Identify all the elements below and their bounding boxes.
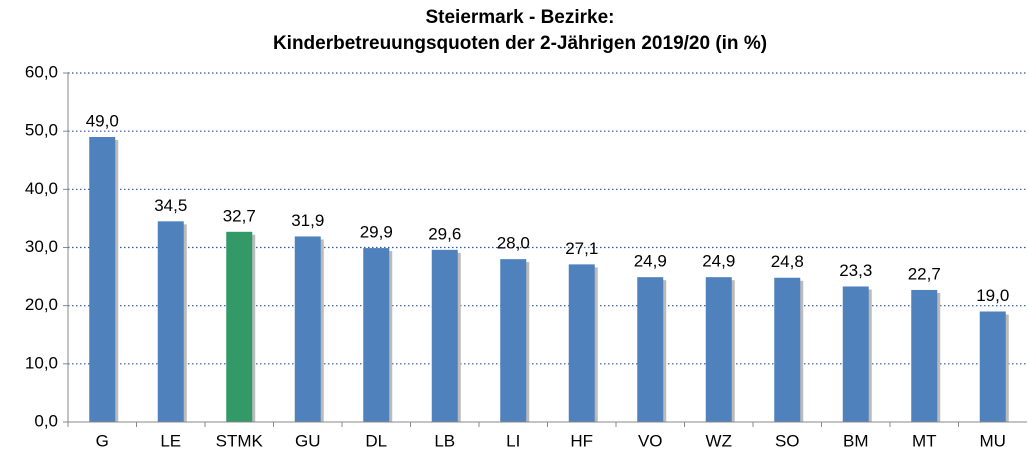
y-tick-label: 10,0 <box>25 353 58 372</box>
y-tick-label: 40,0 <box>25 179 58 198</box>
y-tick-label: 60,0 <box>25 62 58 81</box>
bar <box>294 236 321 422</box>
data-label: 32,7 <box>223 206 256 225</box>
data-label: 24,9 <box>702 252 735 271</box>
x-tick-label: STMK <box>216 431 264 450</box>
bar <box>637 277 664 422</box>
bar <box>363 248 390 422</box>
x-tick-label: WZ <box>706 431 732 450</box>
data-label: 24,9 <box>634 252 667 271</box>
chart-title: Kinderbetreuungsquoten der 2-Jährigen 20… <box>273 33 767 54</box>
x-tick-label: MU <box>980 431 1006 450</box>
bar <box>979 311 1006 422</box>
bar <box>157 221 184 422</box>
bar <box>226 231 253 422</box>
data-label: 28,0 <box>497 234 530 253</box>
x-tick-label: LB <box>434 431 455 450</box>
data-label: 19,0 <box>976 286 1009 305</box>
data-label: 23,3 <box>839 261 872 280</box>
y-tick-label: 20,0 <box>25 295 58 314</box>
y-tick-label: 30,0 <box>25 237 58 256</box>
chart-title: Steiermark - Bezirke: <box>425 7 614 28</box>
data-label: 29,6 <box>428 224 461 243</box>
data-label: 29,9 <box>360 223 393 242</box>
x-tick-label: G <box>96 431 109 450</box>
bar <box>842 286 869 422</box>
y-tick-label: 0,0 <box>34 411 58 430</box>
bar <box>431 249 458 422</box>
bar <box>500 259 527 422</box>
data-label: 49,0 <box>86 111 119 130</box>
x-tick-label: SO <box>775 431 800 450</box>
x-tick-label: VO <box>638 431 663 450</box>
data-label: 22,7 <box>908 264 941 283</box>
bar <box>705 277 732 422</box>
bar <box>89 136 116 422</box>
x-tick-label: DL <box>365 431 387 450</box>
y-tick-label: 50,0 <box>25 121 58 140</box>
data-label: 31,9 <box>291 211 324 230</box>
bar <box>774 277 801 422</box>
bar <box>568 264 595 422</box>
data-label: 24,8 <box>771 252 804 271</box>
bar <box>911 289 938 422</box>
x-tick-label: LE <box>160 431 181 450</box>
x-tick-label: BM <box>843 431 869 450</box>
data-label: 27,1 <box>565 239 598 258</box>
x-tick-label: MT <box>912 431 937 450</box>
x-tick-label: LI <box>506 431 520 450</box>
x-tick-label: GU <box>295 431 321 450</box>
data-label: 34,5 <box>154 196 187 215</box>
x-tick-label: HF <box>570 431 593 450</box>
